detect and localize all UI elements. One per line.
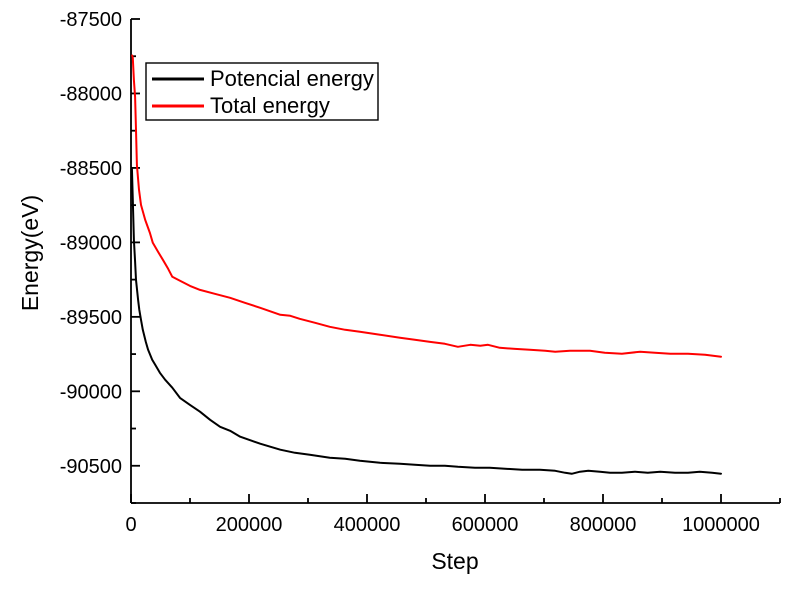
total-energy-line <box>131 54 722 358</box>
legend-label-total-energy: Total energy <box>210 93 330 118</box>
x-tick-label: 800000 <box>570 514 637 536</box>
y-tick-label: -88000 <box>60 83 122 105</box>
legend-label-potencial-energy: Potencial energy <box>210 66 374 91</box>
y-axis-title: Energy(eV) <box>17 195 43 311</box>
y-tick-label: -89000 <box>60 232 122 254</box>
y-tick-label: -90000 <box>60 381 122 403</box>
legend: Potencial energy Total energy <box>145 62 379 121</box>
data-series <box>130 54 722 475</box>
potencial-energy-line <box>130 166 722 475</box>
x-tick-label: 400000 <box>334 514 401 536</box>
legend-box <box>145 62 379 121</box>
y-tick-label: -89500 <box>60 307 122 329</box>
x-tick-label: 1000000 <box>682 514 760 536</box>
legend-item-total-energy: Total energy <box>152 93 330 118</box>
x-tick-label: 0 <box>125 514 136 536</box>
y-tick-label: -88500 <box>60 158 122 180</box>
x-tick-label: 200000 <box>216 514 283 536</box>
x-tick-label: 600000 <box>452 514 519 536</box>
y-tick-label: -87500 <box>60 9 122 31</box>
y-tick-label: -90500 <box>60 456 122 478</box>
x-axis-title: Step <box>431 548 478 574</box>
legend-item-potencial-energy: Potencial energy <box>152 66 374 91</box>
axes: -87500 -88000 -88500 -89000 -89500 -90000 -905… <box>60 9 781 536</box>
